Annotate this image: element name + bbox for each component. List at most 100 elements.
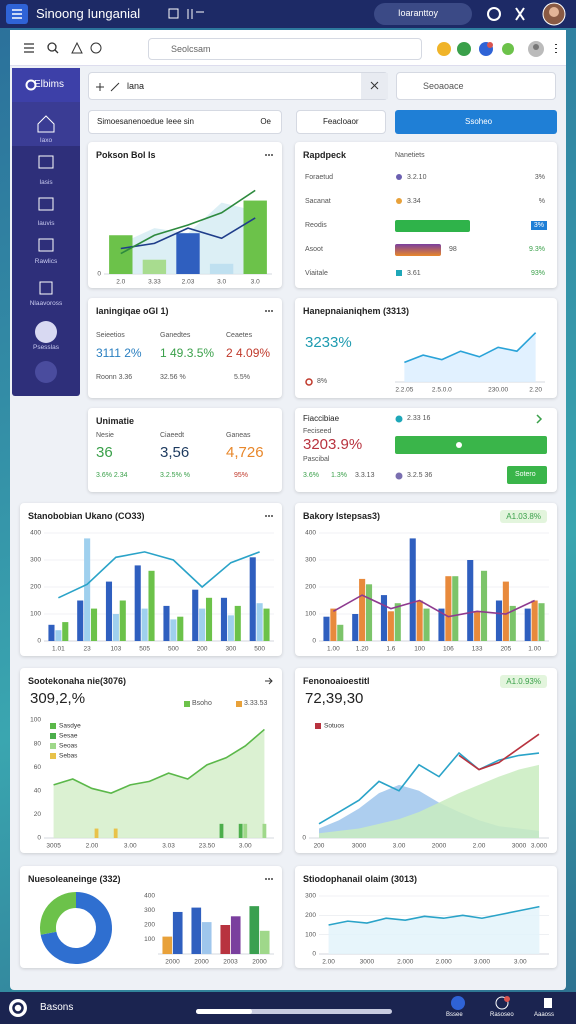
bar	[243, 823, 248, 838]
bar	[263, 608, 270, 641]
row-value: 3.34	[407, 198, 421, 205]
y-tick-label: 80	[34, 740, 42, 747]
bar	[112, 614, 119, 641]
toolbar-status[interactable]	[436, 39, 566, 59]
account-pill[interactable]: Ioaranttoy	[374, 3, 472, 25]
bottom-item[interactable]: Rasoseo	[490, 1012, 514, 1018]
open-icon[interactable]	[264, 676, 274, 686]
bar	[409, 538, 416, 641]
toolbar-icons[interactable]	[22, 40, 112, 56]
bar	[337, 624, 344, 641]
legend-swatch	[50, 723, 56, 729]
badge: A1.03.8%	[500, 510, 547, 523]
chevron[interactable]	[535, 414, 543, 424]
action-button[interactable]: Sotero	[507, 466, 547, 484]
chart: 2.2.05 2.5.0.0 230.00 2.20	[395, 332, 545, 394]
nav-item[interactable]: Iauvis	[37, 220, 55, 227]
card-title: Bakory Istepsas3)	[303, 511, 381, 521]
bottom-item[interactable]: Aaaoss	[534, 1012, 555, 1018]
app-actions[interactable]	[486, 6, 530, 22]
x-tick-label: 300	[225, 646, 236, 653]
y-tick-label: 40	[34, 788, 42, 795]
clear-button[interactable]	[361, 73, 388, 99]
brand[interactable]: Elbims	[12, 68, 80, 102]
extra: 3.2.5 36	[407, 472, 433, 479]
row-change: 3%	[534, 174, 545, 181]
dropdown[interactable]: Feacloaor	[296, 110, 386, 134]
row-label: Foraetud	[305, 174, 334, 181]
bar	[209, 263, 234, 274]
home-indicator[interactable]	[196, 1009, 392, 1015]
y-tick-label: 100	[30, 717, 41, 724]
chart: 0 100 200 300 400 1.01 23 103 505 500 200 300 500	[30, 530, 274, 653]
nav-item[interactable]: Nlaavoross	[29, 300, 63, 307]
chip: 3.33.53	[244, 700, 268, 707]
bar	[538, 603, 545, 641]
x-tick-label: 2.00	[322, 959, 335, 966]
card-menu[interactable]	[268, 878, 270, 880]
primary-button-label: Ssoheo	[465, 117, 493, 126]
bar	[220, 597, 228, 641]
nav-item[interactable]: Iasis	[39, 179, 53, 186]
x-tick-label: 2.2.05	[395, 387, 413, 394]
nav-item[interactable]: Psesslas	[32, 344, 59, 351]
legend-label: Seoas	[59, 743, 78, 750]
bar	[176, 233, 200, 274]
nav-item[interactable]: Iaxo	[39, 137, 53, 144]
card-menu[interactable]	[268, 154, 270, 156]
primary-button[interactable]: Ssoheo	[395, 110, 557, 134]
bottom-item[interactable]: Bssee	[446, 1012, 463, 1018]
line	[120, 189, 256, 255]
bottom-icons[interactable]	[448, 995, 568, 1011]
area	[319, 764, 539, 838]
card: Pokson Bol Is 0 2.0 3.33 2.03 3.0 3.0	[88, 142, 282, 288]
bar	[495, 600, 503, 641]
bar	[162, 936, 173, 954]
avatar[interactable]	[542, 2, 566, 26]
app-title: Sinoong Iunganial	[36, 6, 141, 21]
x-tick-label: 1.6	[386, 646, 395, 653]
card-title: Unimatie	[96, 416, 135, 426]
card-menu[interactable]	[268, 310, 270, 312]
row-change: %	[538, 198, 545, 205]
nav-item[interactable]: Rawlics	[34, 258, 58, 265]
bar	[170, 619, 177, 641]
filter-field[interactable]: lana	[88, 72, 388, 100]
row-label: Asoot	[305, 246, 323, 253]
kpi-value: 3233%	[305, 334, 352, 351]
bar	[416, 600, 423, 641]
app-icons[interactable]	[168, 7, 208, 21]
card: Stiodophanail olaim (3013) 0 100 200 300 2.0…	[295, 866, 557, 968]
sidebar-icons[interactable]	[12, 102, 80, 396]
card-menu[interactable]	[268, 515, 270, 517]
x-tick-label: 2003	[223, 959, 238, 966]
row-dots	[396, 174, 402, 276]
bar	[113, 828, 118, 838]
bottom-logo[interactable]	[8, 998, 28, 1018]
legend-swatch	[315, 723, 321, 729]
filter-icons	[96, 82, 120, 92]
stat-foot: Roonn 3.36	[96, 374, 133, 381]
bar	[94, 828, 99, 838]
badge: A1.0.93%	[500, 675, 547, 688]
x-tick-label: 3000	[360, 959, 375, 966]
menu-button[interactable]	[6, 4, 28, 24]
filter-search[interactable]: Seoaoace	[396, 72, 556, 100]
bar	[230, 916, 241, 954]
line	[332, 594, 535, 618]
bar	[134, 565, 141, 641]
card-value: 2.33 16	[407, 415, 431, 422]
stat-label: Seieetios	[96, 332, 125, 339]
bar	[249, 557, 256, 641]
x-tick-label: 100	[414, 646, 425, 653]
search-box[interactable]: Seolcsam	[148, 38, 422, 60]
x-tick-label: 106	[443, 646, 454, 653]
caption-box[interactable]: Simoesanenoedue Ieee sin Oe	[88, 110, 282, 134]
progress-track	[395, 244, 525, 256]
x-tick-label: 2.03	[182, 279, 195, 286]
extra-icon	[395, 472, 403, 480]
x-tick-label: 200	[314, 843, 325, 850]
y-tick-label: 300	[305, 557, 316, 564]
progress-bar	[395, 244, 441, 256]
